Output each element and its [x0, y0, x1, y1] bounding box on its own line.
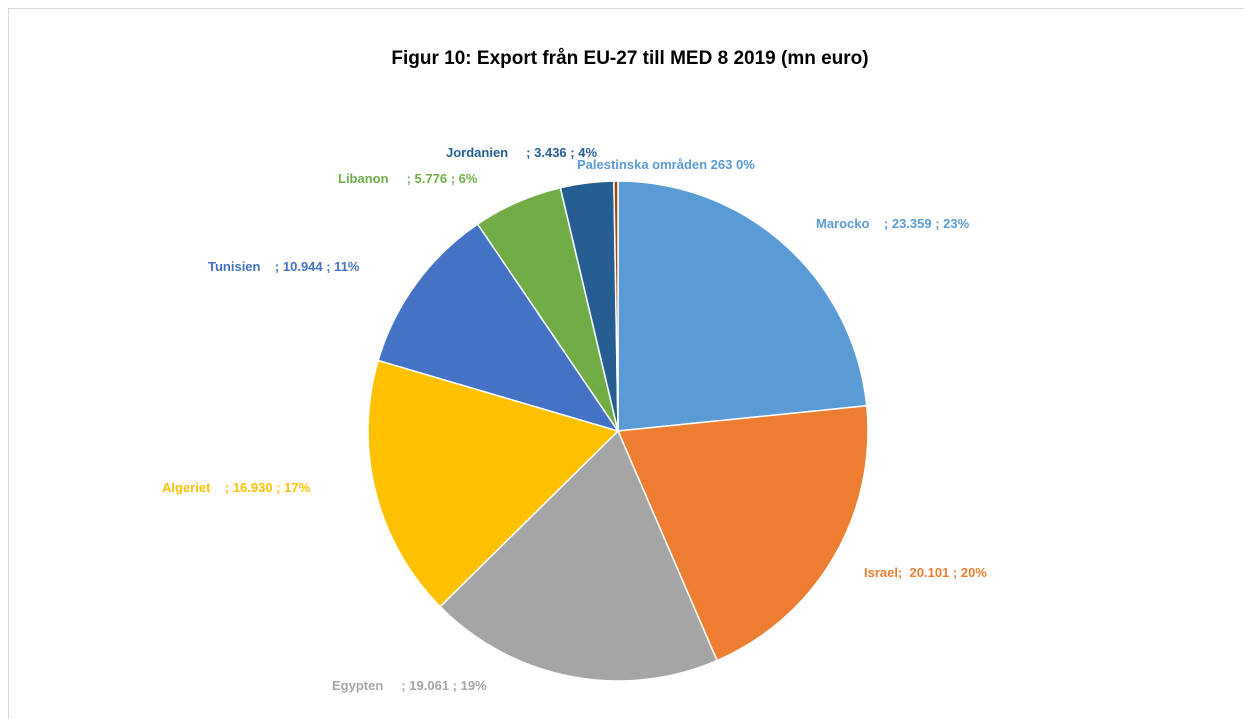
pie-slice	[616, 404, 869, 662]
pie-slice	[617, 180, 868, 432]
data-label: Tunisien ; 10.944 ; 11%	[208, 259, 360, 274]
pie-slice	[613, 180, 619, 432]
chart-frame	[8, 8, 1244, 719]
pie-slice	[367, 359, 620, 608]
data-label: Libanon ; 5.776 ; 6%	[338, 171, 478, 186]
data-label: Algeriet ; 16.930 ; 17%	[162, 480, 311, 495]
chart-title: Figur 10: Export från EU-27 till MED 8 2…	[391, 48, 868, 69]
data-label: Jordanien ; 3.436 ; 4%	[446, 145, 597, 160]
data-label: Egypten ; 19.061 ; 19%	[332, 678, 487, 693]
data-label: Marocko ; 23.359 ; 23%	[816, 216, 970, 231]
data-label: Israel; 20.101 ; 20%	[864, 565, 987, 580]
pie-slice	[439, 429, 719, 682]
pie-slice	[377, 223, 620, 433]
data-label: Palestinska områden 263 0%	[577, 157, 755, 172]
